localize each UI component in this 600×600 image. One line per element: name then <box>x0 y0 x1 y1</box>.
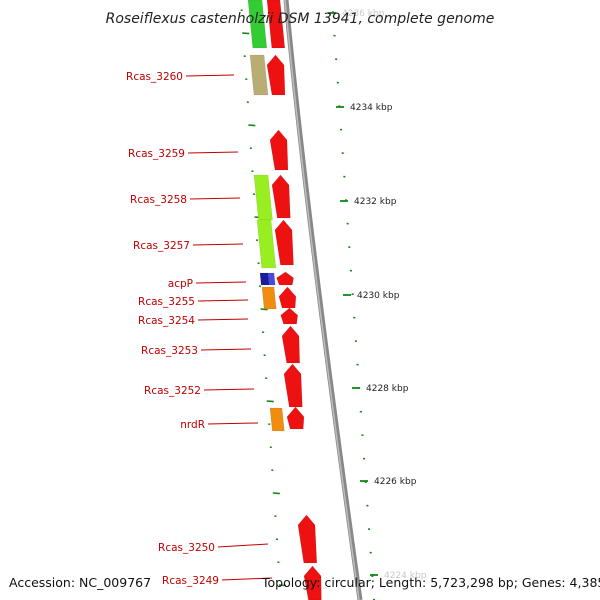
gene-label-rcas-3259: Rcas_3259 <box>128 148 185 160</box>
leader-line-nrdr <box>207 422 259 425</box>
gene-nrdr-rna-feature <box>269 407 285 432</box>
leader-line-rcas-3258 <box>189 197 241 200</box>
leader-line-rcas-3257 <box>192 243 244 246</box>
left-tick <box>242 32 250 35</box>
gene-features <box>247 0 322 600</box>
gene-label-rcas-3249: Rcas_3249 <box>162 575 219 587</box>
scale-label: 4226 kbp <box>374 477 417 487</box>
gene-label-acpp: acpP <box>168 278 193 290</box>
gene-label-rcas-3250: Rcas_3250 <box>158 542 215 554</box>
leader-line-rcas-3253 <box>200 348 252 351</box>
leader-line-rcas-3249 <box>221 577 273 581</box>
scale-label: 4224 kbp <box>384 571 427 581</box>
scale-labels: 4236 kbp 4234 kbp 4232 kbp 4230 kbp 4228 kbp… <box>328 9 427 581</box>
genome-backbone-highlight <box>284 0 360 600</box>
left-tick <box>278 584 287 587</box>
left-tick <box>266 400 274 403</box>
gene-label-rcas-3254: Rcas_3254 <box>138 315 195 327</box>
gene-rcas-3260-feature <box>266 54 286 96</box>
left-tick <box>260 308 268 311</box>
genome-backbone <box>283 0 363 600</box>
scale-label: 4228 kbp <box>366 384 409 394</box>
gene-rcas-3258-rna-feature <box>253 174 273 221</box>
gene-acpp-rna-feature <box>259 272 270 286</box>
gene-label-rcas-3258: Rcas_3258 <box>130 194 187 206</box>
gene-rcas-3250-feature <box>297 514 318 564</box>
gene-rcas-3254-feature <box>280 307 299 325</box>
gene-3261-feature <box>266 0 286 49</box>
topology-summary-text: Topology: circular; Length: 5,723,298 bp… <box>261 575 600 590</box>
gene-rcas-3258-feature <box>271 174 291 219</box>
leader-line-rcas-3252 <box>203 388 255 391</box>
gene-rcas-3257-rna-feature <box>256 219 277 269</box>
scale-label: 4230 kbp <box>357 291 400 301</box>
gene-label-rcas-3255: Rcas_3255 <box>138 296 195 308</box>
leader-line-rcas-3255 <box>197 299 249 302</box>
gene-rcas-3249-feature <box>303 565 322 600</box>
gene-nrdr-feature <box>286 406 305 430</box>
gene-rcas-3257-feature <box>274 219 294 266</box>
gene-rcas-3259-feature <box>269 129 289 171</box>
scale-label: 4232 kbp <box>354 197 397 207</box>
gene-label-rcas-3257: Rcas_3257 <box>133 240 190 252</box>
scale-label: 4234 kbp <box>350 103 393 113</box>
leader-line-rcas-3259 <box>187 151 239 154</box>
gene-rcas-3255-feature <box>278 286 297 309</box>
gene-labels: Rcas_3260 Rcas_3259 Rcas_3258 Rcas_3257 acpP… <box>126 71 273 587</box>
gene-label-rcas-3253: Rcas_3253 <box>141 345 198 357</box>
scale-ticks <box>240 9 376 600</box>
gene-rcas-3253-feature <box>281 325 301 364</box>
gene-label-rcas-3252: Rcas_3252 <box>144 385 201 397</box>
leader-line-rcas-3254 <box>197 318 249 321</box>
left-tick <box>248 124 256 127</box>
leader-line-rcas-3250 <box>217 543 269 548</box>
accession-text: Accession: NC_009767 <box>9 575 151 590</box>
leader-line-rcas-3260 <box>185 74 235 77</box>
left-tick <box>272 492 280 495</box>
gene-rcas-3252-feature <box>283 363 303 408</box>
gene-acpp-feature <box>276 271 294 286</box>
gene-acpp-rna2-feature <box>267 272 276 286</box>
gene-rcas-3260-rna-feature <box>249 54 269 96</box>
scale-label: 4236 kbp <box>342 9 385 19</box>
gene-3261-rna-feature <box>247 0 268 49</box>
gene-rcas-3255-rna-feature <box>261 286 277 310</box>
map-title: Roseiflexus castenholzii DSM 13941, comp… <box>106 11 495 27</box>
gene-label-nrdr: nrdR <box>180 419 205 431</box>
gene-label-rcas-3260: Rcas_3260 <box>126 71 183 83</box>
leader-line-acpp <box>195 281 247 284</box>
